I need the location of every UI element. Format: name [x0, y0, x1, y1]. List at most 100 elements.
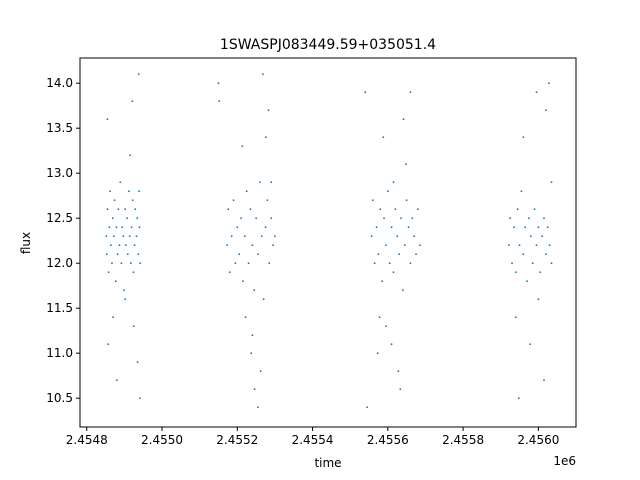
data-point	[403, 244, 406, 247]
data-point	[131, 199, 134, 202]
data-point	[226, 244, 229, 247]
y-axis-ticks: 10.5 11.0 11.5 12.0 12.5 13.0 13.5 14.0	[46, 76, 80, 405]
data-point	[397, 370, 400, 373]
data-point	[258, 181, 261, 184]
data-point	[106, 118, 109, 121]
data-point	[509, 217, 512, 220]
data-point	[417, 208, 419, 211]
data-point	[383, 217, 385, 220]
data-point	[528, 217, 530, 220]
data-point	[138, 397, 141, 400]
data-point	[227, 208, 230, 211]
data-point	[130, 226, 133, 229]
x-tick-label: 2.4558	[442, 433, 484, 447]
x-tick-label: 2.4548	[66, 433, 108, 447]
data-point	[266, 199, 269, 202]
data-point	[407, 226, 410, 229]
y-tick-label: 14.0	[46, 76, 73, 90]
data-point	[107, 271, 110, 274]
data-point	[379, 208, 382, 211]
data-point	[132, 271, 135, 274]
y-tick-label: 11.5	[46, 301, 73, 315]
data-point	[250, 352, 253, 355]
data-point	[518, 244, 521, 247]
data-point	[120, 262, 123, 265]
data-point	[364, 91, 367, 94]
data-point	[236, 226, 239, 229]
data-point	[537, 298, 540, 301]
data-point	[259, 370, 262, 373]
data-point	[131, 100, 134, 103]
data-point	[129, 262, 132, 265]
data-point	[401, 289, 404, 292]
data-point	[265, 136, 267, 139]
data-point	[550, 262, 553, 265]
data-point	[125, 244, 127, 247]
data-point	[541, 235, 544, 238]
data-point	[517, 397, 520, 400]
data-point	[238, 253, 241, 256]
data-point	[257, 253, 259, 256]
data-point	[394, 208, 397, 211]
data-point	[399, 388, 402, 391]
data-point	[115, 379, 118, 382]
y-axis-label: flux	[19, 232, 33, 254]
data-point	[241, 145, 244, 148]
data-point	[251, 334, 254, 337]
data-point	[112, 316, 115, 319]
data-point	[243, 235, 246, 238]
data-point	[109, 190, 112, 193]
data-point	[526, 280, 528, 283]
data-point	[118, 244, 121, 247]
data-point	[548, 244, 551, 247]
data-point	[386, 190, 389, 193]
data-point	[400, 217, 402, 220]
data-point	[112, 235, 115, 238]
data-point	[116, 253, 119, 256]
data-point	[234, 262, 237, 265]
data-point	[111, 217, 114, 220]
data-point	[544, 109, 547, 112]
data-point	[232, 199, 235, 202]
data-point	[249, 208, 252, 211]
data-point	[543, 379, 545, 382]
data-point	[244, 316, 247, 319]
data-point	[385, 325, 387, 328]
data-point	[537, 226, 540, 229]
data-point	[520, 190, 523, 193]
data-point	[377, 253, 380, 256]
data-point	[392, 181, 395, 184]
data-point	[274, 235, 276, 238]
data-point	[396, 235, 399, 238]
data-point	[247, 262, 250, 265]
data-point	[524, 226, 527, 229]
data-point	[251, 244, 254, 247]
data-point	[405, 163, 407, 166]
data-point	[272, 244, 274, 247]
data-point	[115, 226, 118, 229]
x-axis-offset-label: 1e6	[553, 454, 576, 468]
y-tick-label: 10.5	[46, 391, 73, 405]
data-point	[373, 262, 376, 265]
data-point	[413, 235, 416, 238]
data-point	[122, 235, 125, 238]
data-points	[105, 73, 553, 409]
x-tick-label: 2.4556	[367, 433, 409, 447]
data-point	[117, 208, 120, 211]
data-point	[242, 280, 244, 283]
data-point	[511, 262, 513, 265]
data-point	[109, 244, 112, 247]
data-point	[253, 388, 256, 391]
data-point	[108, 226, 111, 229]
data-point	[270, 181, 273, 184]
data-point	[262, 298, 265, 301]
data-point	[405, 199, 408, 202]
data-point	[371, 199, 374, 202]
data-point	[398, 253, 401, 256]
y-tick-label: 13.5	[46, 121, 73, 135]
data-point	[105, 235, 108, 238]
data-point	[366, 406, 369, 409]
data-point	[228, 271, 231, 274]
y-tick-label: 12.5	[46, 211, 73, 225]
